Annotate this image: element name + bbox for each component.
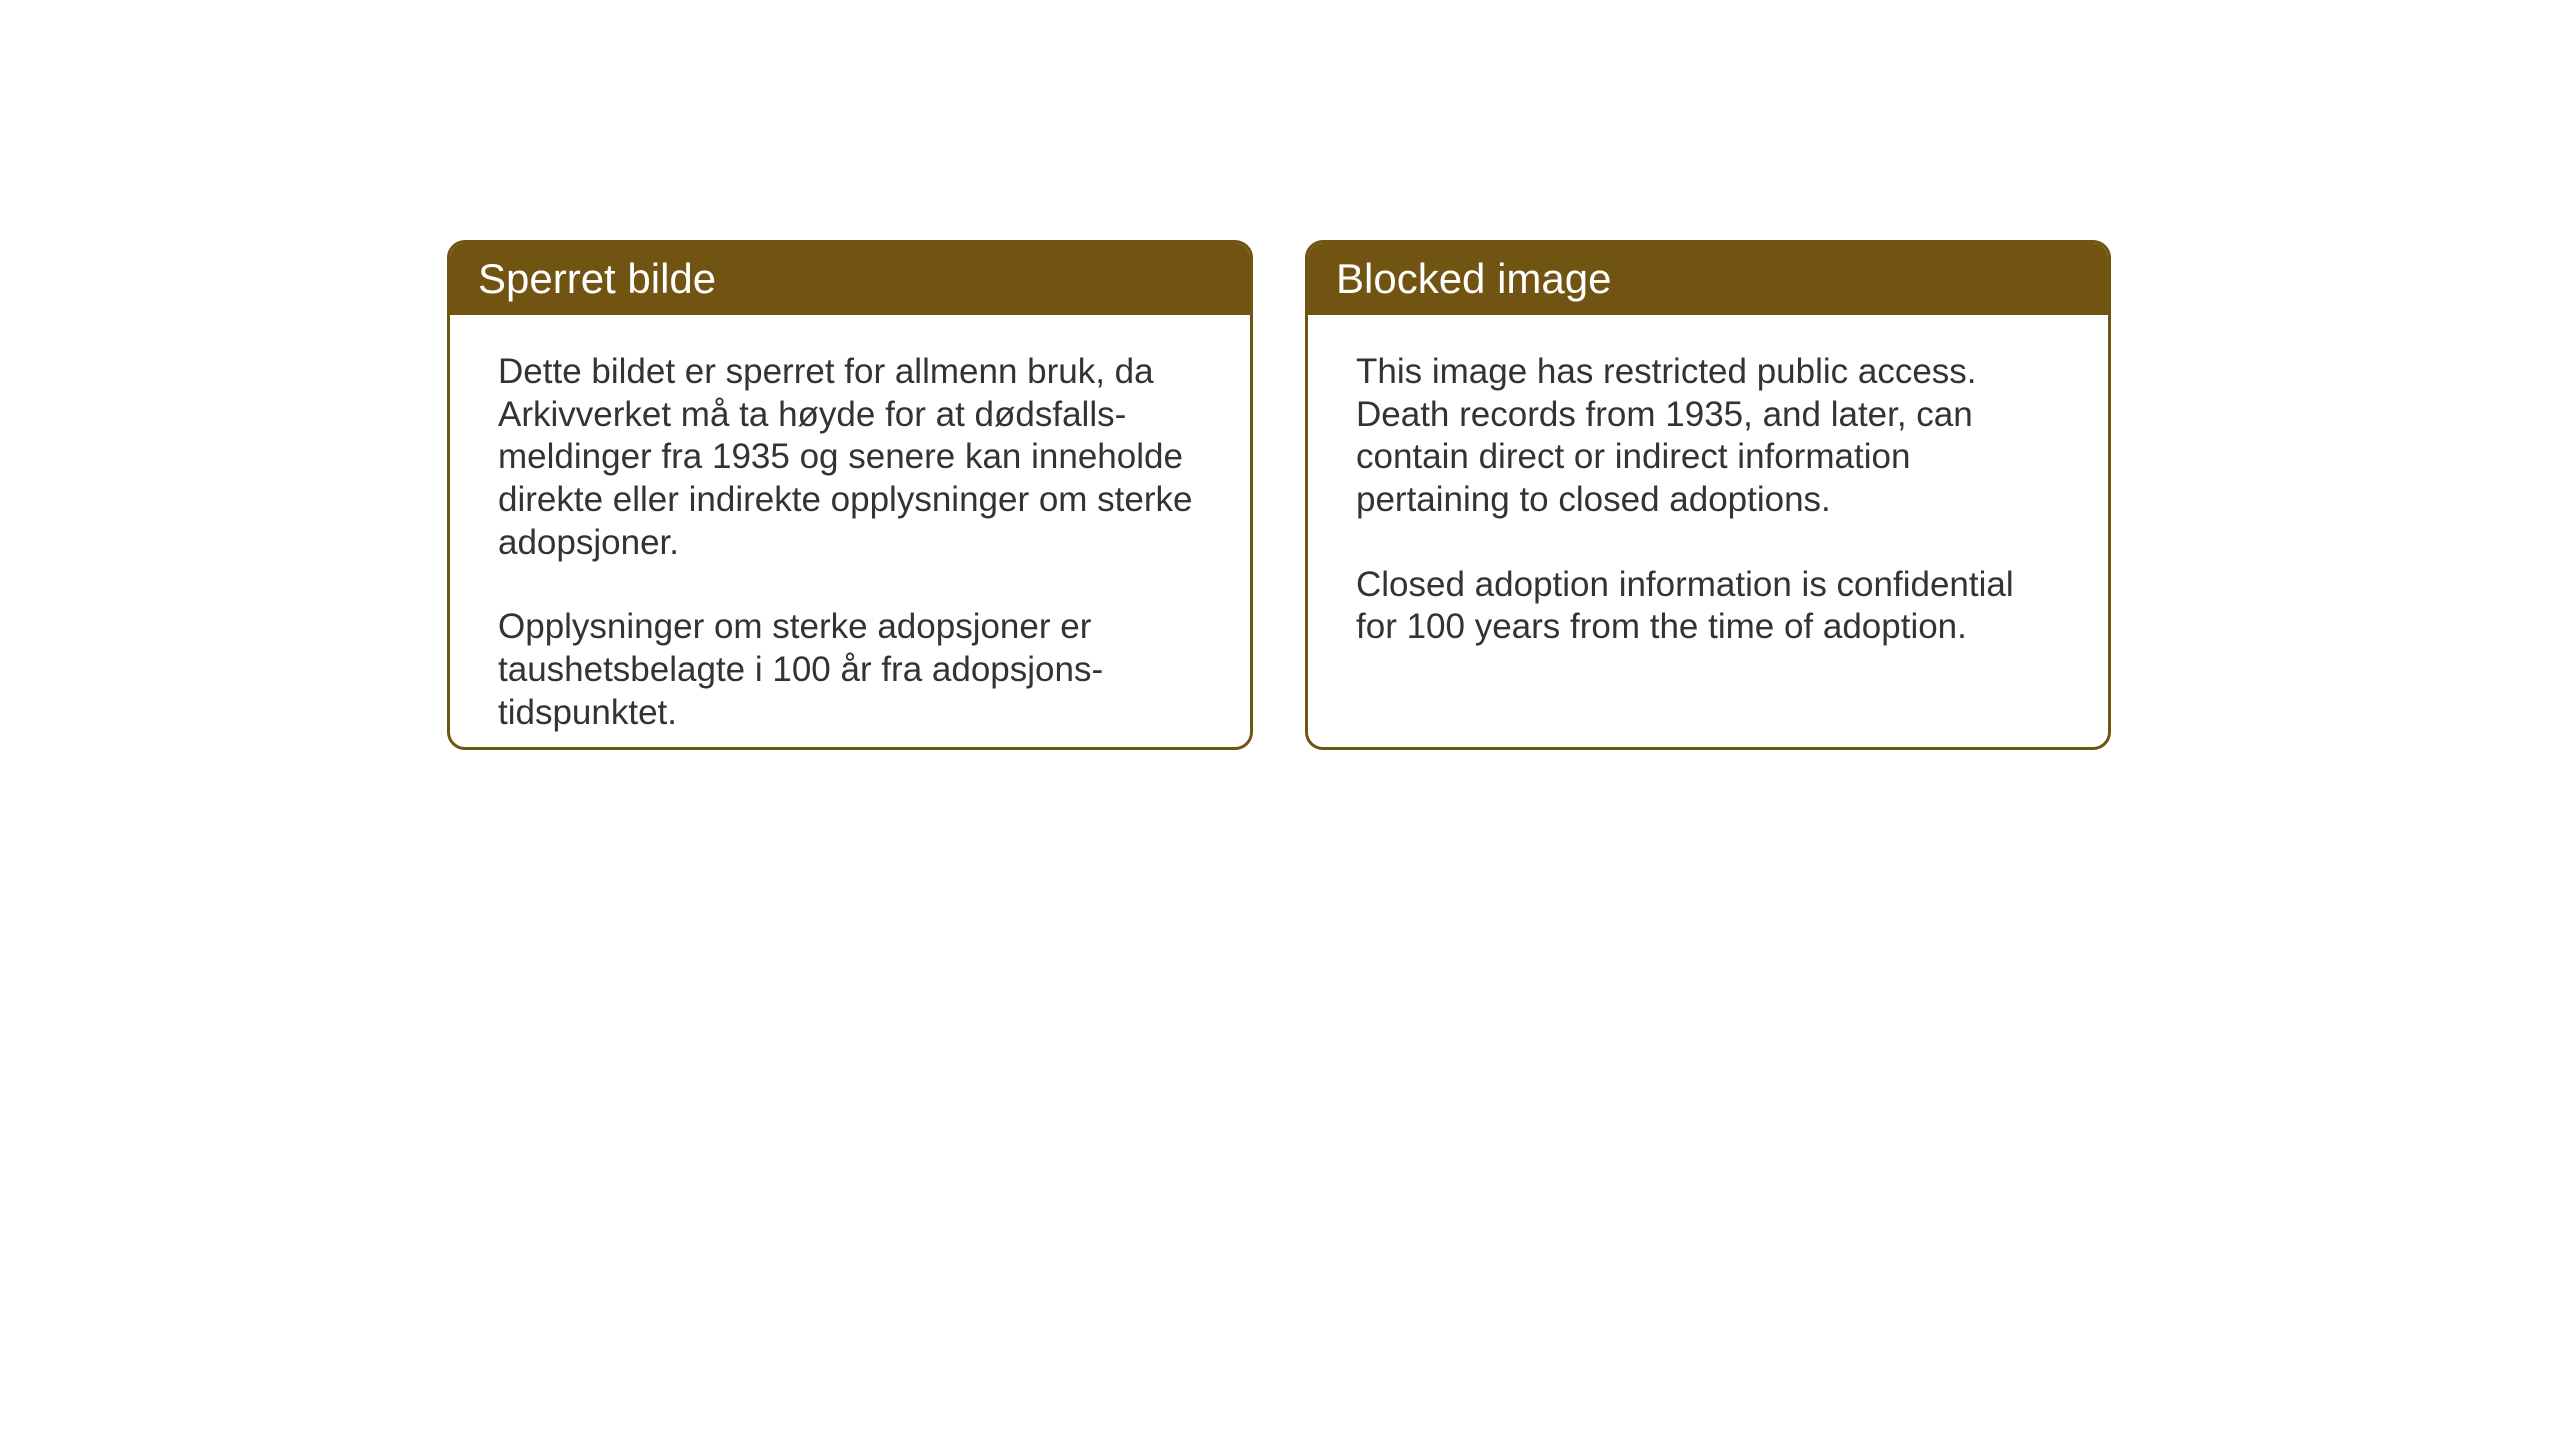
english-paragraph-2: Closed adoption information is confident…: [1356, 564, 2060, 649]
norwegian-paragraph-1: Dette bildet er sperret for allmenn bruk…: [498, 351, 1202, 564]
english-card-body: This image has restricted public access.…: [1308, 315, 2108, 685]
norwegian-card-body: Dette bildet er sperret for allmenn bruk…: [450, 315, 1250, 750]
norwegian-paragraph-2: Opplysninger om sterke adopsjoner er tau…: [498, 606, 1202, 734]
norwegian-card-title: Sperret bilde: [450, 243, 1250, 315]
english-notice-card: Blocked image This image has restricted …: [1305, 240, 2111, 750]
english-paragraph-1: This image has restricted public access.…: [1356, 351, 2060, 522]
norwegian-notice-card: Sperret bilde Dette bildet er sperret fo…: [447, 240, 1253, 750]
english-card-title: Blocked image: [1308, 243, 2108, 315]
notice-container: Sperret bilde Dette bildet er sperret fo…: [447, 240, 2111, 750]
